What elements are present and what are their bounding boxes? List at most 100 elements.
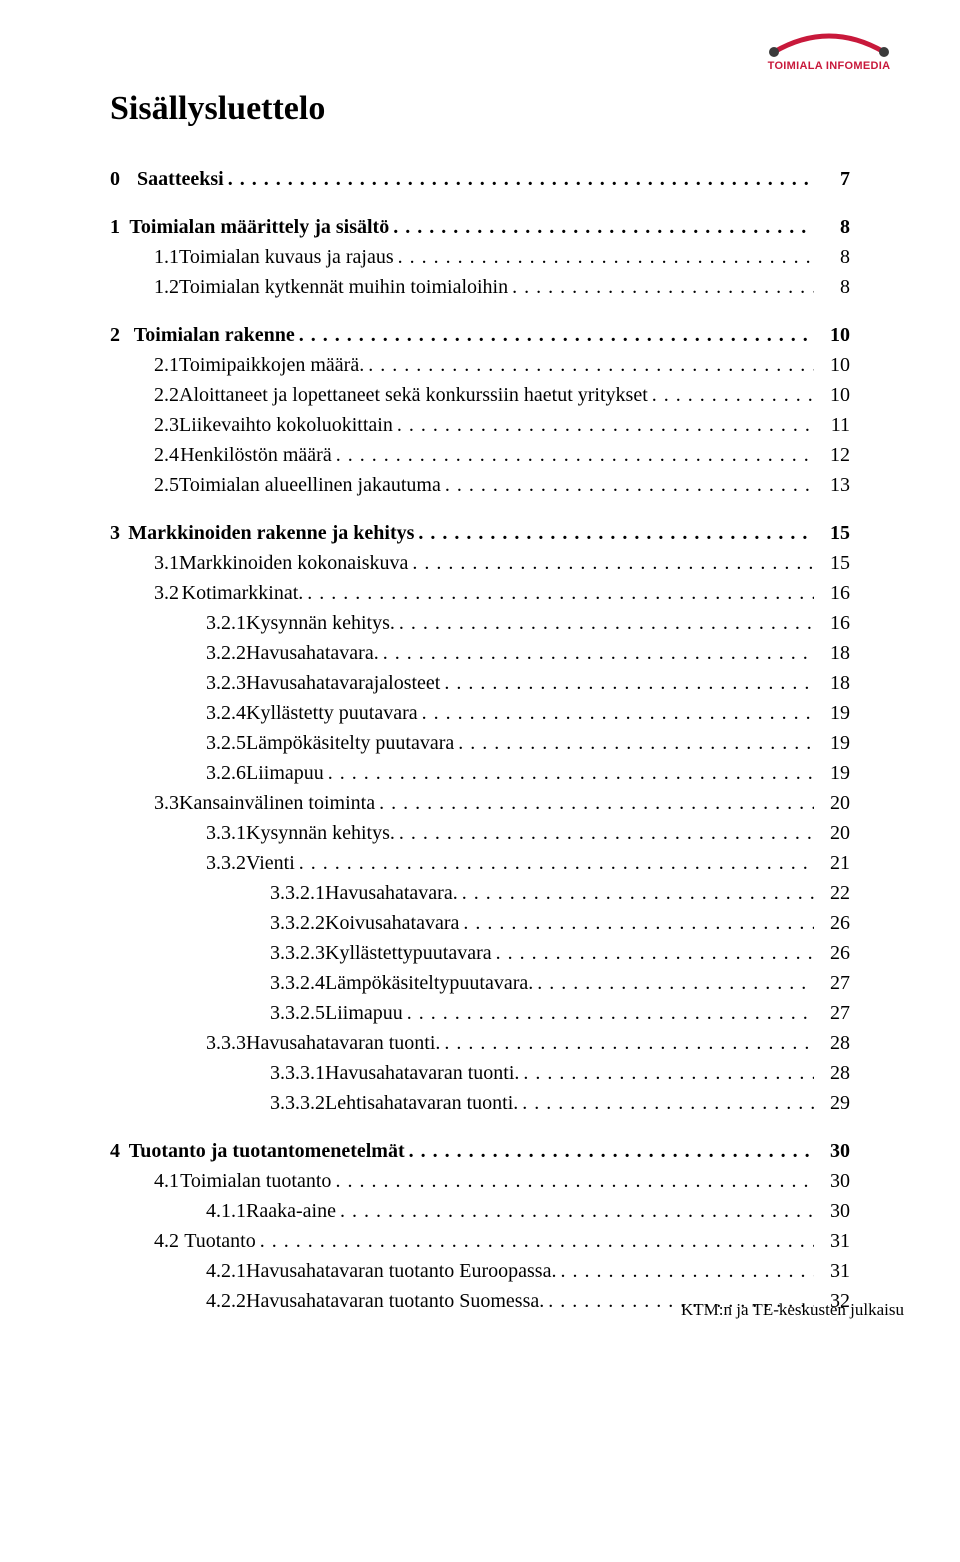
toc-leader-dots (397, 410, 814, 440)
toc-entry: 2Toimialan rakenne10 (110, 320, 850, 350)
toc-entry-page: 15 (818, 518, 850, 548)
toc-entry-page: 19 (818, 758, 850, 788)
toc-entry: 3.2.4Kyllästetty puutavara 19 (110, 698, 850, 728)
toc-entry-number: 0 (110, 164, 137, 194)
toc-entry-page: 18 (818, 638, 850, 668)
toc-entry-label: Havusahatavarajalosteet (246, 668, 440, 698)
toc-entry-number: 3.3.2.4 (270, 968, 325, 998)
toc-leader-dots (418, 518, 814, 548)
toc-entry-page: 8 (818, 272, 850, 302)
toc-entry-label: Toimialan kytkennät muihin toimialoihin (179, 272, 508, 302)
toc-entry-label: Kysynnän kehitys. (246, 608, 395, 638)
toc-entry: 3.2.3Havusahatavarajalosteet 18 (110, 668, 850, 698)
toc-entry-number: 2.2 (154, 380, 179, 410)
toc-leader-dots (398, 242, 814, 272)
toc-entry-number: 3.3.3 (206, 1028, 246, 1058)
toc-entry-number: 3.2.5 (206, 728, 246, 758)
toc-entry: 1.2Toimialan kytkennät muihin toimialoih… (110, 272, 850, 302)
toc-leader-dots (368, 350, 814, 380)
toc-entry-page: 30 (818, 1166, 850, 1196)
brand-logo-text: TOIMIALA INFOMEDIA (754, 60, 904, 72)
toc-entry-number: 4.1 (154, 1166, 180, 1196)
toc-entry-page: 12 (818, 440, 850, 470)
toc-entry-label: Lämpökäsiteltypuutavara. (325, 968, 533, 998)
toc-entry-label: Kyllästettypuutavara (325, 938, 492, 968)
toc-entry-page: 15 (818, 548, 850, 578)
toc-entry-number: 3 (110, 518, 128, 548)
toc-entry-page: 16 (818, 608, 850, 638)
toc-entry-number: 1.1 (154, 242, 179, 272)
toc-entry-number: 3.2.3 (206, 668, 246, 698)
toc-leader-dots (340, 1196, 814, 1226)
toc-entry-number: 2.1 (154, 350, 179, 380)
toc-leader-dots (496, 938, 814, 968)
toc-entry: 3.3.1Kysynnän kehitys.20 (110, 818, 850, 848)
toc-entry: 3.2.2Havusahatavara.18 (110, 638, 850, 668)
toc-entry-label: Raaka-aine (246, 1196, 336, 1226)
toc-entry-page: 10 (818, 320, 850, 350)
toc-entry-number: 3.2.4 (206, 698, 246, 728)
toc-entry-label: Saatteeksi (137, 164, 224, 194)
toc-entry: 2.3Liikevaihto kokoluokittain11 (110, 410, 850, 440)
toc-entry-label: Havusahatavaran tuonti. (325, 1058, 519, 1088)
toc-entry-page: 22 (818, 878, 850, 908)
toc-entry-label: Havusahatavaran tuotanto Euroopassa. (246, 1256, 556, 1286)
toc-entry: 3.3.3Havusahatavaran tuonti.28 (110, 1028, 850, 1058)
toc-entry-label: Liimapuu (325, 998, 403, 1028)
toc-entry-number: 2 (110, 320, 134, 350)
toc-entry-label: Vienti (246, 848, 295, 878)
toc-entry-number: 2.3 (154, 410, 179, 440)
toc-entry: 3.3.2Vienti21 (110, 848, 850, 878)
toc-entry: 4.1Toimialan tuotanto30 (110, 1166, 850, 1196)
toc-leader-dots (407, 998, 814, 1028)
toc-entry: 3.3.2.3Kyllästettypuutavara26 (110, 938, 850, 968)
toc-leader-dots (537, 968, 814, 998)
brand-logo: TOIMIALA INFOMEDIA (754, 28, 904, 72)
toc-leader-dots (560, 1256, 814, 1286)
toc-entry: 3Markkinoiden rakenne ja kehitys15 (110, 518, 850, 548)
toc-leader-dots (444, 1028, 814, 1058)
toc-entry-page: 13 (818, 470, 850, 500)
toc-leader-dots (462, 878, 814, 908)
toc-entry-label: Toimialan alueellinen jakautuma (179, 470, 441, 500)
toc-entry-label: Kyllästetty puutavara (246, 698, 418, 728)
toc-leader-dots (307, 578, 814, 608)
toc-entry-number: 3.2.1 (206, 608, 246, 638)
toc-leader-dots (652, 380, 814, 410)
toc-entry-page: 10 (818, 350, 850, 380)
document-page: TOIMIALA INFOMEDIA Sisällysluettelo 0Saa… (0, 0, 960, 1346)
toc-entry-number: 3.3.2.1 (270, 878, 325, 908)
toc-entry-page: 31 (818, 1226, 850, 1256)
toc-leader-dots (445, 470, 814, 500)
toc-entry-page: 8 (818, 242, 850, 272)
toc-entry: 3.3.2.5Liimapuu27 (110, 998, 850, 1028)
toc-entry-page: 30 (818, 1196, 850, 1226)
toc-entry-number: 3.3.2.5 (270, 998, 325, 1028)
toc-entry-page: 18 (818, 668, 850, 698)
toc-leader-dots (523, 1058, 814, 1088)
toc-entry-label: Toimialan määrittely ja sisältö (129, 212, 389, 242)
footer-text: KTM:n ja TE-keskusten julkaisu (681, 1300, 904, 1320)
toc-entry: 1.1Toimialan kuvaus ja rajaus8 (110, 242, 850, 272)
toc-entry-page: 10 (818, 380, 850, 410)
toc-entry-label: Lämpökäsitelty puutavara (246, 728, 454, 758)
toc-entry: 3.2.5Lämpökäsitelty puutavara 19 (110, 728, 850, 758)
toc-leader-dots (512, 272, 814, 302)
toc-entry: 3.2.1Kysynnän kehitys. 16 (110, 608, 850, 638)
toc-entry-number: 4 (110, 1136, 129, 1166)
toc-entry-page: 29 (818, 1088, 850, 1118)
toc-entry: 2.5Toimialan alueellinen jakautuma13 (110, 470, 850, 500)
toc-entry: 3.2Kotimarkkinat.16 (110, 578, 850, 608)
toc-leader-dots (458, 728, 814, 758)
toc-entry: 3.3.3.1Havusahatavaran tuonti.28 (110, 1058, 850, 1088)
toc-entry-page: 19 (818, 698, 850, 728)
toc-entry-page: 20 (818, 818, 850, 848)
toc-entry-label: Markkinoiden kokonaiskuva (179, 548, 408, 578)
toc-leader-dots (412, 548, 814, 578)
toc-entry-page: 7 (818, 164, 850, 194)
toc-entry-page: 19 (818, 728, 850, 758)
toc-entry-number: 3.3.3.1 (270, 1058, 325, 1088)
toc-entry-number: 3.3.1 (206, 818, 246, 848)
toc-entry: 2.4Henkilöstön määrä12 (110, 440, 850, 470)
toc-entry: 4.2Tuotanto31 (110, 1226, 850, 1256)
